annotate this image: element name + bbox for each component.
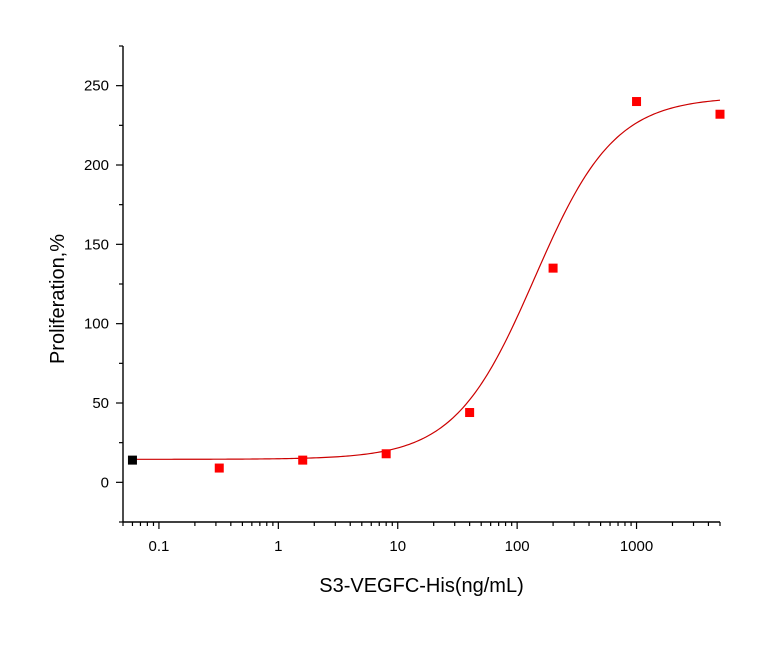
- x-axis-title: S3-VEGFC-His(ng/mL): [319, 575, 523, 597]
- data-point: [465, 408, 475, 418]
- y-axis-title: Proliferation,%: [47, 234, 69, 364]
- data-point: [298, 455, 308, 465]
- y-ticks: 0 50 100 150 200 250: [84, 45, 123, 523]
- y-tick-label: 0: [101, 474, 109, 491]
- x-tick-label: 0.1: [149, 538, 170, 555]
- x-tick-label: 10: [389, 538, 406, 555]
- data-point: [381, 449, 391, 459]
- y-tick-label: 250: [84, 78, 109, 95]
- y-tick-label: 200: [84, 157, 109, 174]
- data-point: [715, 109, 725, 119]
- x-tick-label: 100: [505, 538, 530, 555]
- fit-curve-layer: [132, 99, 721, 460]
- axes: [122, 46, 720, 523]
- x-ticks: 0.1 1 10 100 1000: [122, 522, 721, 555]
- fit-curve: [132, 99, 721, 460]
- data-point: [548, 263, 558, 273]
- data-point: [632, 97, 642, 107]
- data-point: [127, 455, 137, 465]
- data-point: [214, 463, 224, 473]
- x-tick-label: 1: [274, 538, 282, 555]
- y-tick-label: 50: [92, 395, 109, 412]
- data-points-layer: [127, 97, 725, 473]
- y-tick-label: 150: [84, 236, 109, 253]
- y-tick-label: 100: [84, 316, 109, 333]
- x-tick-label: 1000: [620, 538, 653, 555]
